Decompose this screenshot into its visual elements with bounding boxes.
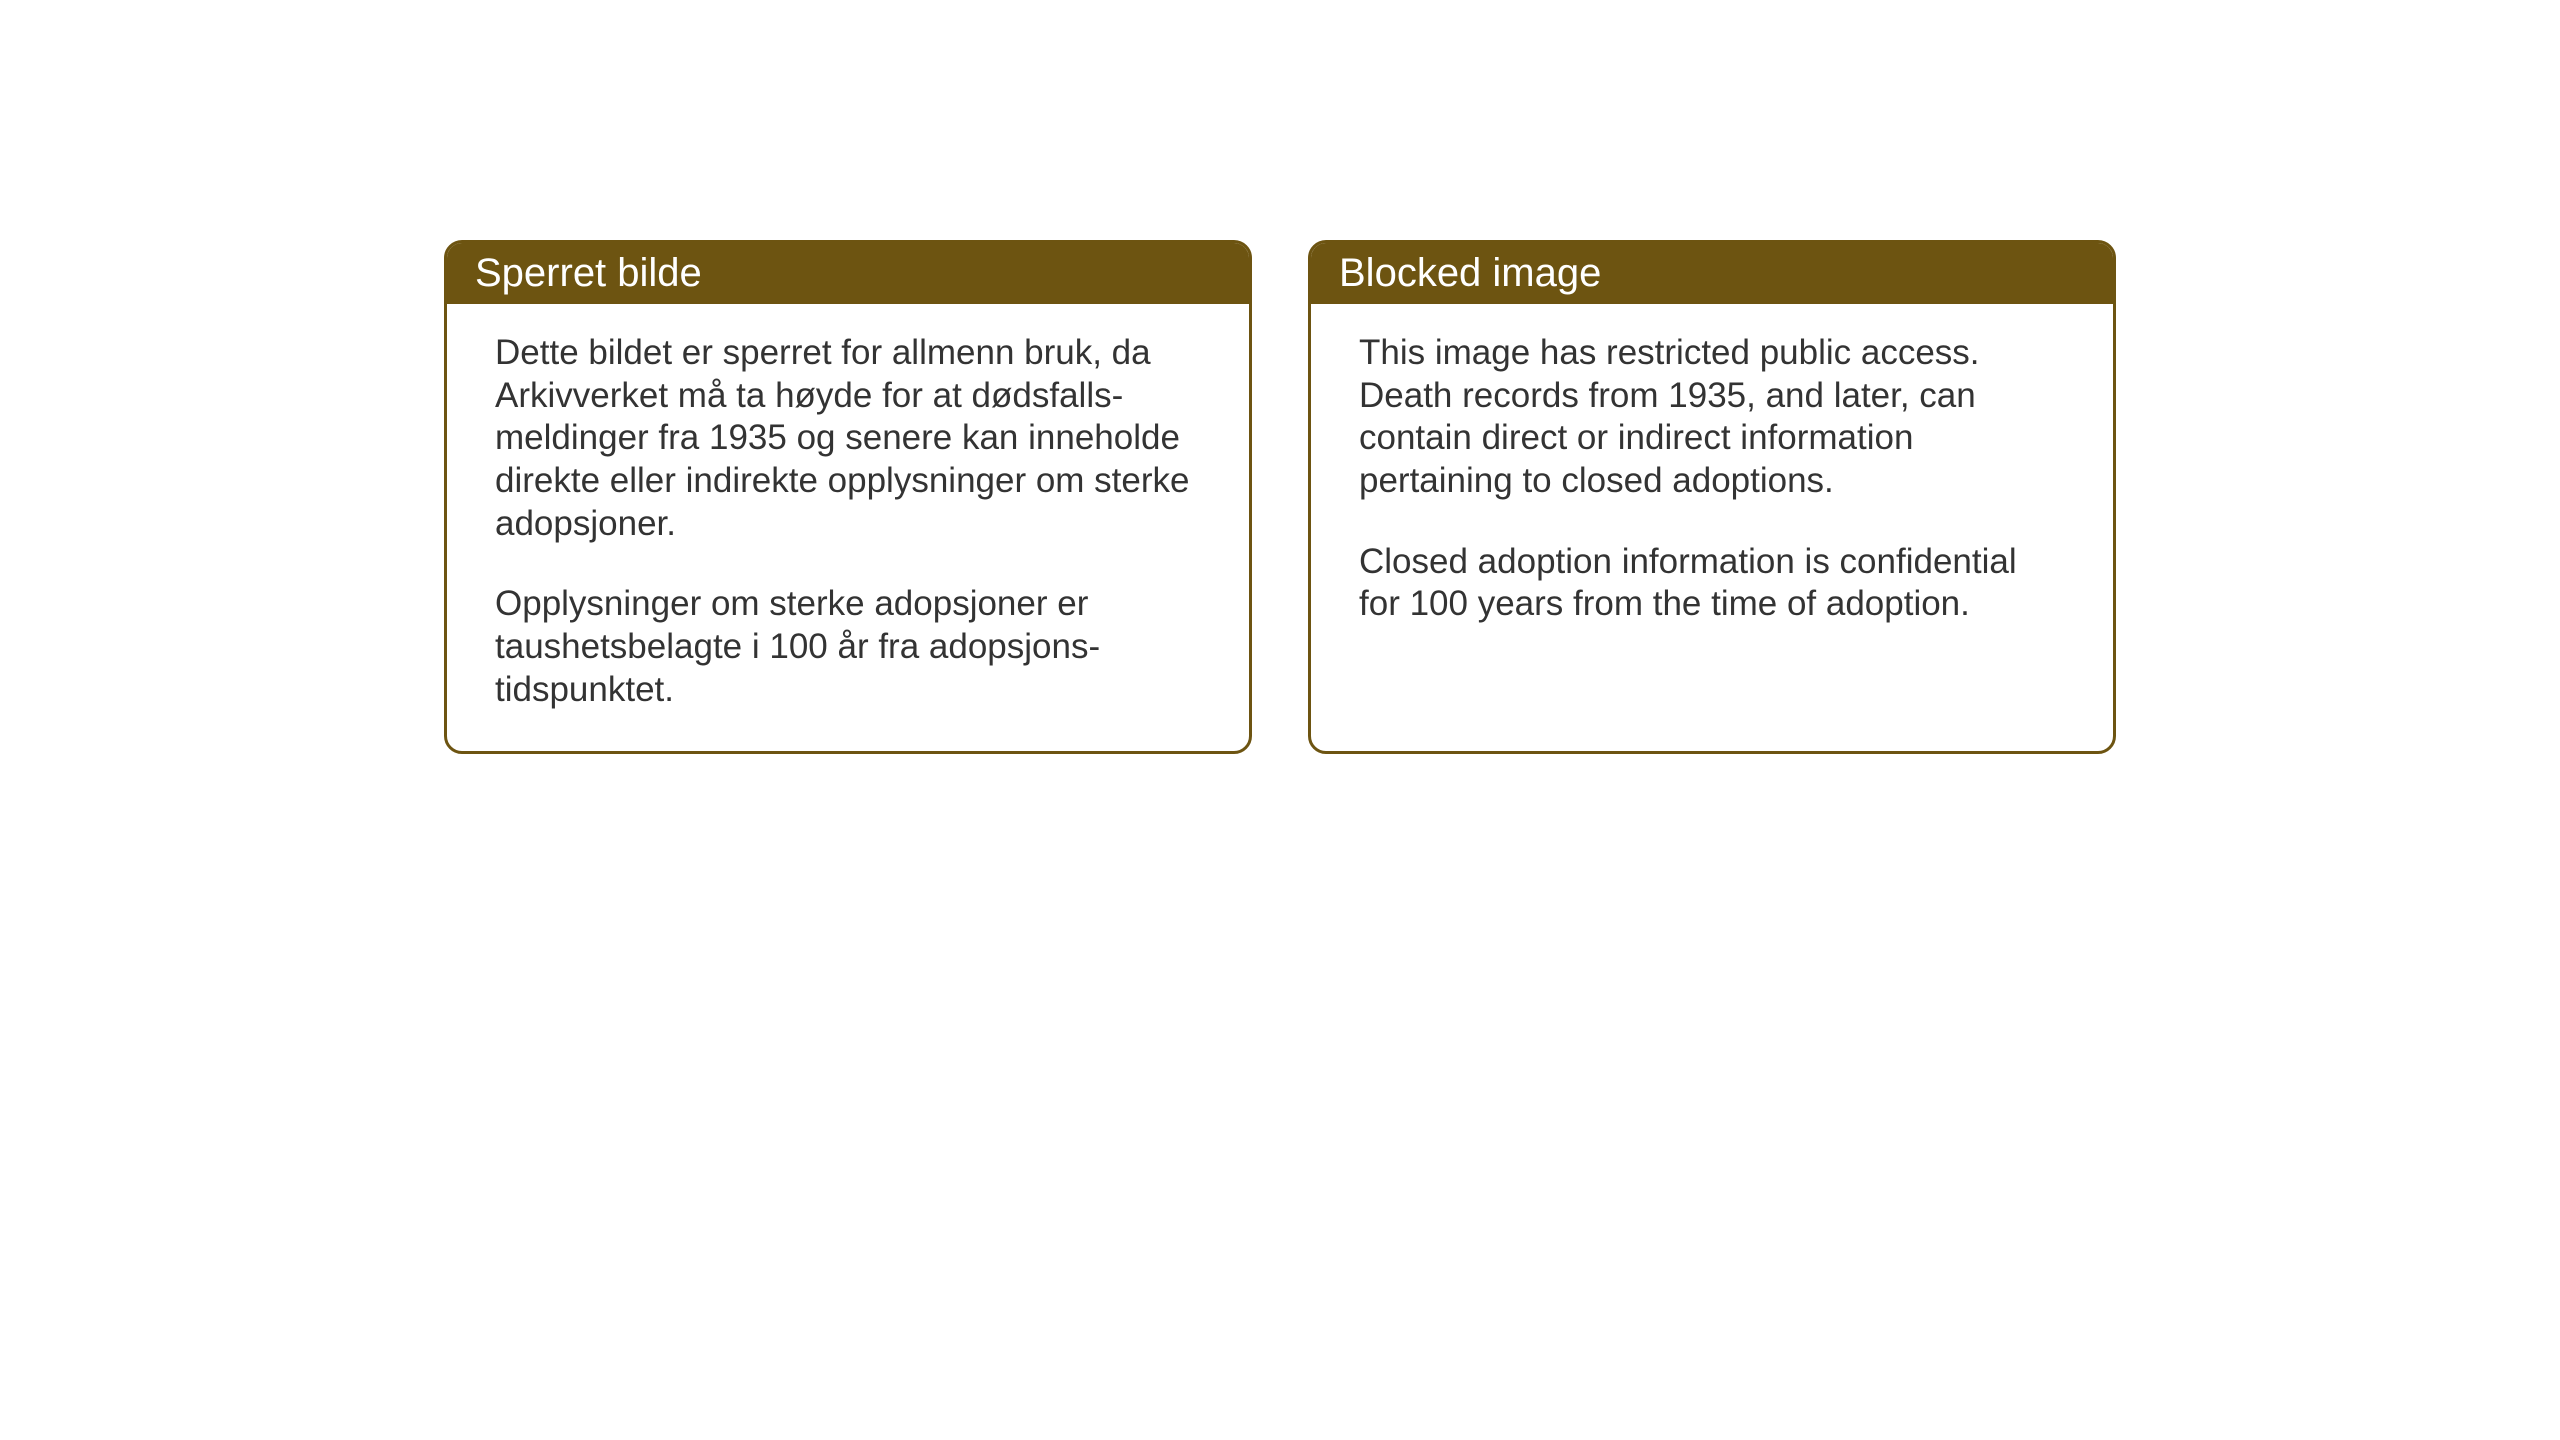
english-card-body: This image has restricted public access.… xyxy=(1311,304,2113,666)
norwegian-card-body: Dette bildet er sperret for allmenn bruk… xyxy=(447,304,1249,752)
cards-container: Sperret bilde Dette bildet er sperret fo… xyxy=(444,240,2116,754)
english-paragraph-1: This image has restricted public access.… xyxy=(1359,332,2065,503)
english-notice-card: Blocked image This image has restricted … xyxy=(1308,240,2116,754)
norwegian-paragraph-2: Opplysninger om sterke adopsjoner er tau… xyxy=(495,583,1201,711)
english-paragraph-2: Closed adoption information is confident… xyxy=(1359,541,2065,626)
english-card-header: Blocked image xyxy=(1311,243,2113,304)
english-card-title: Blocked image xyxy=(1339,251,1601,295)
norwegian-paragraph-1: Dette bildet er sperret for allmenn bruk… xyxy=(495,332,1201,545)
norwegian-card-header: Sperret bilde xyxy=(447,243,1249,304)
norwegian-notice-card: Sperret bilde Dette bildet er sperret fo… xyxy=(444,240,1252,754)
norwegian-card-title: Sperret bilde xyxy=(475,251,702,295)
